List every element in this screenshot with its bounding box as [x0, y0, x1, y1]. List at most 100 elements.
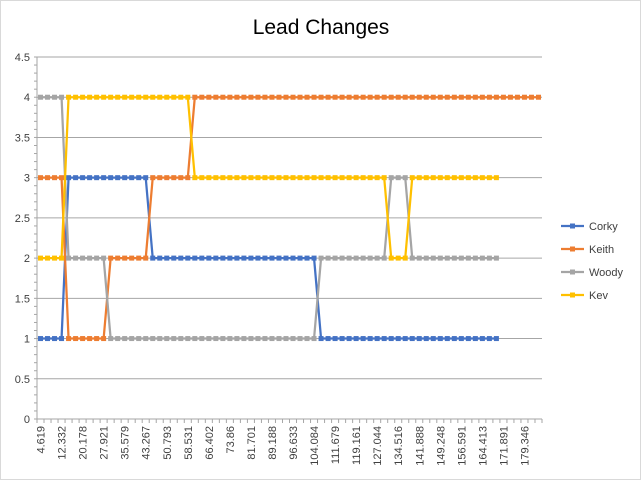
data-point [206, 336, 212, 342]
legend: Corky Keith Woody Kev [561, 221, 624, 302]
data-point [472, 255, 478, 261]
data-point [87, 175, 93, 181]
data-point [227, 175, 233, 181]
data-point [346, 255, 352, 261]
data-point [262, 175, 268, 181]
data-point [269, 94, 275, 100]
data-point [101, 255, 107, 261]
data-point [206, 175, 212, 181]
data-point [227, 94, 233, 100]
data-point [402, 255, 408, 261]
data-point [430, 336, 436, 342]
data-point [213, 255, 219, 261]
data-point [409, 94, 415, 100]
data-point [451, 175, 457, 181]
data-point [108, 175, 114, 181]
data-point [402, 94, 408, 100]
axes: 0 0.5 1 1.5 2 2.5 3 3.5 4 4.5 4.619 12.332 20.178 27.… [15, 52, 543, 466]
data-point [52, 94, 58, 100]
data-point [465, 175, 471, 181]
data-point [304, 175, 310, 181]
data-point [367, 94, 373, 100]
x-tick-label: 141.888 [414, 426, 426, 466]
data-point [507, 94, 513, 100]
data-point [199, 336, 205, 342]
data-point [73, 336, 79, 342]
data-point [59, 255, 65, 261]
data-point [108, 94, 114, 100]
data-point [493, 94, 499, 100]
data-point [332, 94, 338, 100]
x-tick-label: 4.619 [36, 426, 48, 454]
data-point [290, 255, 296, 261]
data-point [129, 175, 135, 181]
data-point [101, 175, 107, 181]
data-point [171, 175, 177, 181]
data-point [185, 336, 191, 342]
data-point [493, 336, 499, 342]
data-point [381, 175, 387, 181]
data-point [269, 175, 275, 181]
data-point [171, 255, 177, 261]
x-tick-label: 164.413 [477, 426, 489, 466]
data-point [318, 255, 324, 261]
legend-marker [570, 269, 575, 275]
data-point [374, 336, 380, 342]
data-point [535, 94, 541, 100]
data-point [437, 336, 443, 342]
data-point [45, 336, 51, 342]
x-tick-label: 134.516 [393, 426, 405, 466]
data-point [381, 94, 387, 100]
x-tick-label: 66.402 [204, 426, 216, 460]
data-point [353, 336, 359, 342]
data-point [479, 255, 485, 261]
x-tick-label: 20.178 [78, 426, 90, 460]
legend-item-kev: Kev [561, 290, 608, 302]
data-point [115, 175, 121, 181]
data-point [423, 336, 429, 342]
data-point [94, 255, 100, 261]
data-point [227, 336, 233, 342]
data-point [304, 336, 310, 342]
data-point [465, 336, 471, 342]
data-point [143, 255, 149, 261]
data-point [164, 94, 170, 100]
data-point [157, 175, 163, 181]
data-point [255, 175, 261, 181]
data-point [199, 255, 205, 261]
data-point [94, 175, 100, 181]
data-point [353, 94, 359, 100]
data-point [360, 94, 366, 100]
data-point [157, 336, 163, 342]
data-point [101, 94, 107, 100]
data-point [115, 336, 121, 342]
data-point [143, 94, 149, 100]
series-keith [38, 94, 541, 342]
x-tick-label: 89.188 [267, 426, 279, 460]
data-point [395, 175, 401, 181]
x-tick-label: 50.793 [162, 426, 174, 460]
data-point [164, 175, 170, 181]
data-point [325, 255, 331, 261]
legend-marker [570, 246, 575, 252]
data-point [318, 94, 324, 100]
data-point [157, 94, 163, 100]
data-point [472, 336, 478, 342]
legend-item-corky: Corky [561, 221, 618, 233]
data-point [339, 175, 345, 181]
data-point [38, 94, 44, 100]
data-point [416, 94, 422, 100]
data-point [80, 94, 86, 100]
data-point [339, 255, 345, 261]
data-point [164, 336, 170, 342]
data-point [115, 255, 121, 261]
data-point [360, 336, 366, 342]
x-tick-label: 81.701 [246, 426, 258, 460]
series-woody [38, 94, 499, 342]
data-point [136, 336, 142, 342]
data-point [80, 255, 86, 261]
data-point [94, 94, 100, 100]
data-point [290, 175, 296, 181]
